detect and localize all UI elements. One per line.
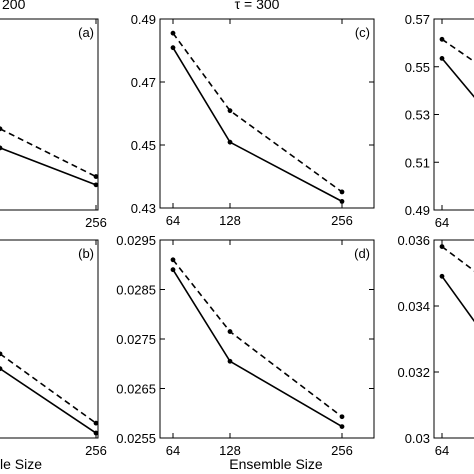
solid-series-point — [170, 45, 176, 51]
y-tick-label: 0.0295 — [116, 233, 156, 248]
y-tick-label: 0.49 — [131, 12, 156, 27]
x-tick-label: 64 — [435, 443, 449, 458]
panel-frame — [159, 239, 375, 439]
y-tick-label: 0.49 — [405, 203, 430, 218]
solid-series-point — [93, 430, 99, 436]
dashed-series-point — [170, 257, 176, 263]
dashed-series-point — [439, 36, 445, 42]
panel-label: (c) — [355, 25, 370, 40]
x-tick-label: 256 — [331, 213, 353, 228]
y-tick-label: 0.034 — [397, 299, 430, 314]
x-tick-label: 128 — [219, 213, 241, 228]
y-tick-label: 0.03 — [405, 431, 430, 446]
y-tick-label: 0.0255 — [116, 431, 156, 446]
dashed-series-point — [93, 174, 99, 179]
solid-series-line — [441, 275, 474, 323]
x-tick-label: 256 — [85, 443, 107, 458]
y-tick-label: 0.57 — [405, 12, 430, 27]
y-tick-label: 0.45 — [131, 138, 156, 153]
x-tick-label: 128 — [219, 443, 241, 458]
solid-series-point — [227, 358, 233, 364]
dashed-series-line — [0, 353, 97, 424]
x-tick-label: 256 — [331, 443, 353, 458]
y-tick-label: 0.0285 — [116, 283, 156, 298]
center-column-title: τ = 300 — [235, 0, 280, 12]
dashed-series-point — [339, 189, 345, 195]
left-column-title: 200 — [2, 0, 26, 12]
y-tick-label: 0.032 — [397, 365, 430, 380]
y-tick-label: 0.43 — [131, 201, 156, 216]
panel-label: (d) — [354, 246, 370, 261]
dashed-series-point — [0, 351, 3, 357]
dashed-series-line — [172, 32, 343, 193]
solid-series-point — [0, 145, 3, 151]
dashed-series-point — [227, 108, 233, 114]
panel-frame — [0, 239, 99, 439]
solid-series-line — [441, 57, 474, 98]
y-tick-label: 0.53 — [405, 108, 430, 123]
dashed-series-point — [93, 420, 99, 426]
x-tick-label: 64 — [166, 213, 180, 228]
dashed-series-point — [439, 244, 445, 250]
panel-frame — [0, 18, 99, 211]
solid-series-point — [170, 267, 176, 273]
dashed-series-point — [170, 30, 176, 36]
panel-b: (b) 256 — [0, 239, 107, 458]
dashed-series-line — [172, 259, 343, 418]
panel-c: (c) 0.43 0.45 0.47 0.49 64 128 256 — [131, 12, 375, 228]
dashed-series-point — [339, 414, 345, 420]
solid-series-point — [227, 139, 233, 145]
y-tick-label: 0.51 — [405, 155, 430, 170]
x-tick-label: 64 — [166, 443, 180, 458]
solid-series-line — [172, 269, 343, 428]
panel-frame — [433, 239, 474, 439]
panel-d: (d) 0.0255 0.0265 0.0275 0.0285 0.0295 64 128 25… — [116, 233, 375, 458]
solid-series-point — [339, 424, 345, 430]
x-tick-label: 256 — [85, 215, 107, 230]
y-tick-label: 0.036 — [397, 233, 430, 248]
panel-label: (a) — [78, 25, 94, 40]
panel-label: (b) — [78, 246, 94, 261]
solid-series-line — [172, 47, 343, 203]
solid-series-point — [0, 366, 3, 372]
panel-frame — [159, 18, 375, 209]
y-tick-label: 0.0265 — [116, 382, 156, 397]
y-tick-label: 0.0275 — [116, 332, 156, 347]
dashed-series-point — [0, 126, 3, 132]
dashed-series-line — [0, 128, 97, 178]
solid-series-point — [439, 273, 445, 279]
x-tick-label: 64 — [435, 215, 449, 230]
dashed-series-point — [227, 329, 233, 334]
y-tick-label: 0.55 — [405, 60, 430, 75]
solid-series-point — [93, 182, 99, 188]
left-x-axis-label: le Size — [0, 456, 42, 472]
panel-a: (a) 256 — [0, 18, 107, 230]
dashed-series-line — [441, 38, 474, 63]
solid-series-line — [0, 147, 97, 186]
solid-series-point — [339, 198, 345, 204]
dashed-series-line — [441, 245, 474, 272]
solid-series-point — [439, 55, 445, 61]
solid-series-line — [0, 368, 97, 434]
center-x-axis-label: Ensemble Size — [229, 456, 323, 472]
y-tick-label: 0.47 — [131, 75, 156, 90]
